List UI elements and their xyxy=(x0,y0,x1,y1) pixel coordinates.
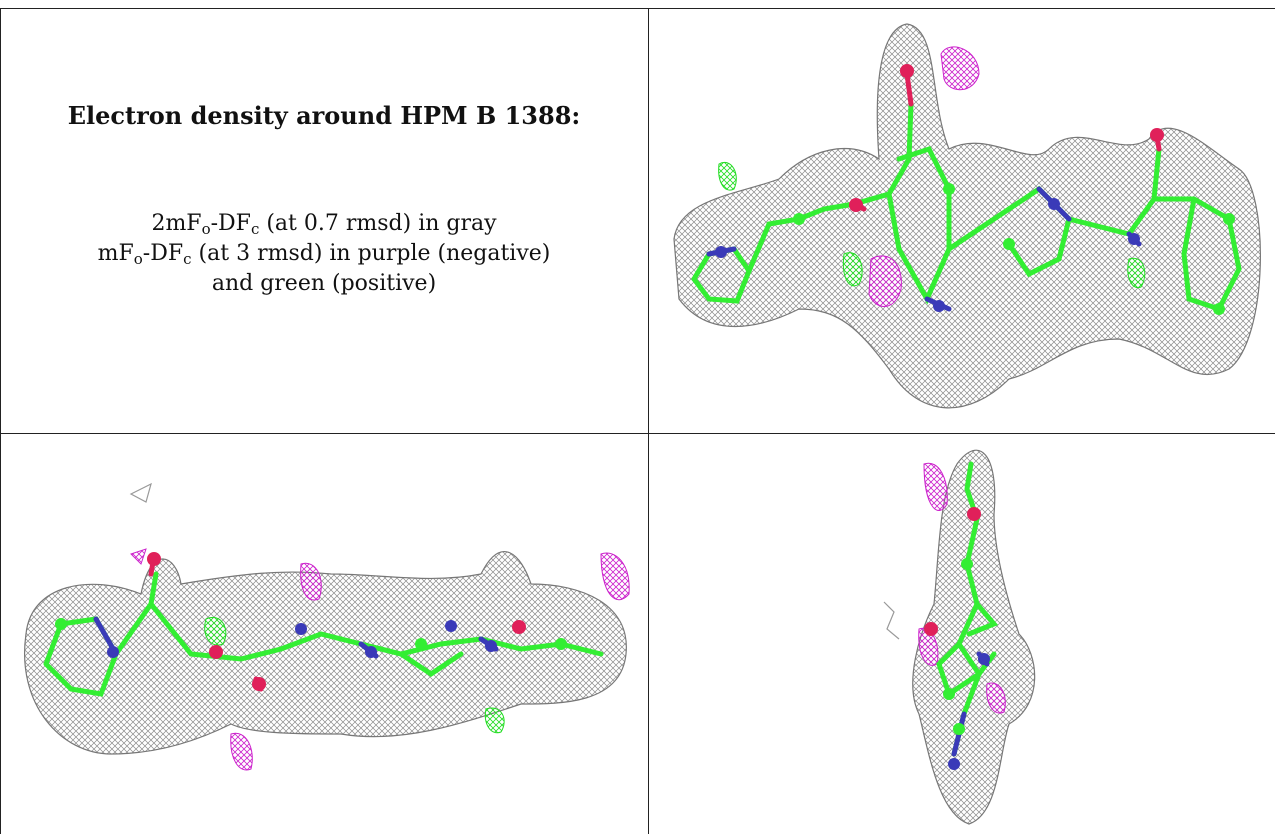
atom-spheres xyxy=(55,552,567,691)
table-border-top xyxy=(0,8,1275,9)
caption-line-colors: and green (positive) xyxy=(211,271,437,296)
table-border-left xyxy=(0,8,1,834)
positive-density-blobs xyxy=(718,161,1146,289)
density-render-1 xyxy=(673,23,1261,409)
negative-density-blobs xyxy=(918,462,1006,714)
gray-density-mesh xyxy=(673,23,1261,409)
density-view-bottom-left xyxy=(1,434,648,834)
density-render-3 xyxy=(883,449,1036,825)
negative-density-blobs xyxy=(130,548,630,771)
negative-density-blobs xyxy=(868,46,980,307)
caption-line-2mfo: 2mFo-DFc (at 0.7 rmsd) in gray xyxy=(151,211,497,238)
atom-spheres xyxy=(924,507,990,770)
caption-lines: 2mFo-DFc (at 0.7 rmsd) in gray mFo-DFc (… xyxy=(0,209,648,299)
positive-density-blobs xyxy=(204,616,505,734)
figure-title: Electron density around HPM B 1388: xyxy=(67,101,581,130)
table-divider-horizontal xyxy=(0,433,1275,434)
density-view-bottom-right xyxy=(649,434,1275,834)
gray-density-mesh xyxy=(883,449,1036,825)
table-divider-vertical xyxy=(648,8,649,834)
caption-line-mfo: mFo-DFc (at 3 rmsd) in purple (negative) xyxy=(97,241,551,268)
density-render-2 xyxy=(24,482,630,771)
gray-density-mesh xyxy=(24,482,627,755)
caption-cell: Electron density around HPM B 1388: 2mFo… xyxy=(0,9,648,433)
density-view-top-right xyxy=(649,9,1275,433)
atom-spheres xyxy=(715,64,1235,315)
